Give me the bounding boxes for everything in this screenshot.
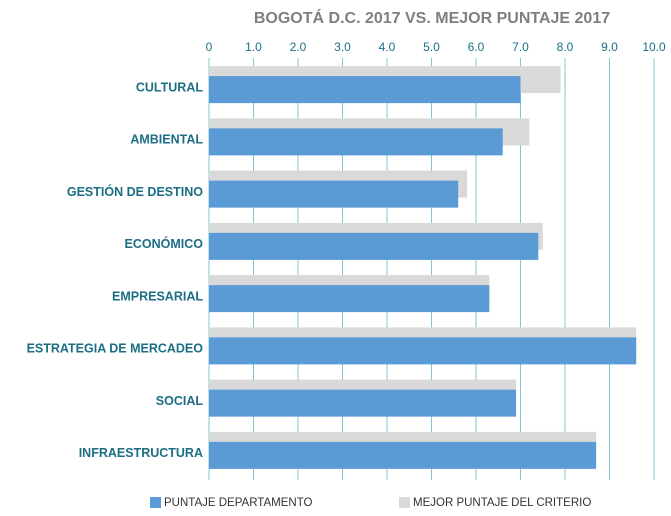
legend-swatch xyxy=(399,497,410,508)
y-tick-label: ESTRATEGIA DE MERCADEO xyxy=(27,342,204,356)
y-tick-label: GESTIÓN DE DESTINO xyxy=(67,184,203,199)
legend-label: PUNTAJE DEPARTAMENTO xyxy=(164,497,313,509)
x-tick-label: 2.0 xyxy=(290,40,307,54)
bar xyxy=(209,232,539,260)
bar xyxy=(209,128,503,156)
y-tick-label: INFRAESTRUCTURA xyxy=(79,446,203,460)
y-tick-label: ECONÓMICO xyxy=(125,236,204,251)
y-tick-label: CULTURAL xyxy=(136,80,203,94)
x-tick-label: 1.0 xyxy=(245,40,262,54)
bar xyxy=(209,441,597,469)
bar xyxy=(209,389,517,417)
y-tick-label: EMPRESARIAL xyxy=(112,289,203,303)
bar xyxy=(209,337,637,365)
bar xyxy=(209,180,459,208)
x-tick-label: 10.0 xyxy=(642,40,666,54)
x-tick-label: 3.0 xyxy=(334,40,351,54)
x-tick-label: 6.0 xyxy=(468,40,485,54)
bar xyxy=(209,76,521,104)
chart-title: BOGOTÁ D.C. 2017 VS. MEJOR PUNTAJE 2017 xyxy=(254,8,610,27)
x-tick-label: 7.0 xyxy=(512,40,529,54)
x-tick-label: 4.0 xyxy=(379,40,396,54)
x-tick-label: 5.0 xyxy=(423,40,440,54)
bar xyxy=(209,285,490,313)
x-tick-label: 9.0 xyxy=(601,40,618,54)
y-tick-label: SOCIAL xyxy=(156,394,204,408)
x-tick-label: 0 xyxy=(206,40,213,54)
x-tick-label: 8.0 xyxy=(557,40,574,54)
legend-swatch xyxy=(150,497,161,508)
y-tick-label: AMBIENTAL xyxy=(130,133,203,147)
legend-label: MEJOR PUNTAJE DEL CRITERIO xyxy=(413,497,591,509)
